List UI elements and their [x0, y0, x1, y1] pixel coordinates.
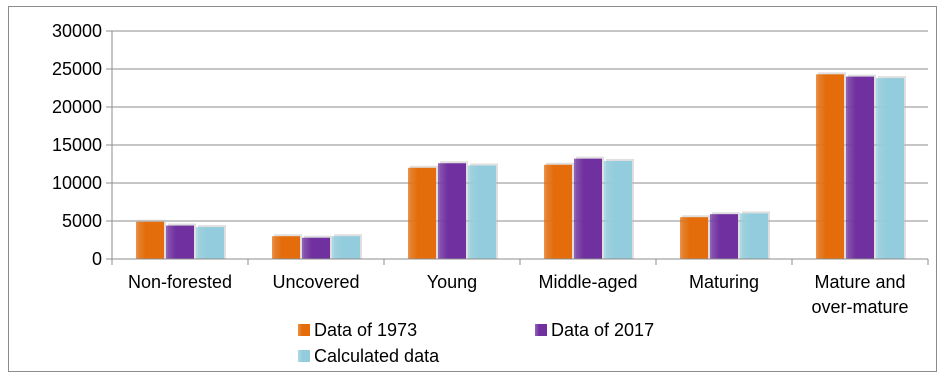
category-label: Mature and: [814, 272, 905, 292]
y-axis: 0 5000 10000 15000 20000 25000 30000: [52, 21, 113, 269]
legend: Data of 1973 Data of 2017 Calculated data: [298, 320, 654, 366]
legend-label: Data of 2017: [551, 320, 654, 340]
x-axis: Non-forested Uncovered Young Middle-aged Mat…: [111, 258, 929, 317]
y-tick-label: 10000: [52, 173, 102, 193]
y-tick-label: 5000: [62, 211, 102, 231]
bar: [816, 74, 844, 259]
y-tick-label: 20000: [52, 97, 102, 117]
bar: [408, 167, 436, 259]
category-label: Middle-aged: [538, 272, 637, 292]
bar: [876, 78, 904, 260]
bar: [136, 221, 164, 259]
legend-swatch: [298, 350, 310, 362]
category-label: Maturing: [689, 272, 759, 292]
y-tick-label: 25000: [52, 59, 102, 79]
bar: [740, 213, 768, 259]
y-tick-label: 30000: [52, 21, 102, 41]
category-label: Young: [427, 272, 477, 292]
bar: [438, 163, 466, 259]
bar: [680, 217, 708, 259]
bar: [302, 237, 330, 259]
category-label: Non-forested: [128, 272, 232, 292]
chart-frame: [8, 6, 937, 372]
legend-label: Data of 1973: [314, 320, 417, 340]
bar: [468, 165, 496, 259]
category-label: Uncovered: [272, 272, 359, 292]
bar: [846, 76, 874, 259]
bar: [604, 160, 632, 259]
bar: [166, 225, 194, 259]
legend-swatch: [298, 324, 310, 336]
bar: [544, 164, 572, 259]
category-label: over-mature: [811, 297, 908, 317]
bar: [574, 158, 602, 259]
bar: [272, 236, 300, 259]
bar: [710, 214, 738, 259]
bar: [196, 227, 224, 259]
bars: [136, 72, 906, 260]
legend-label: Calculated data: [314, 346, 440, 366]
gridlines: [112, 30, 928, 260]
bar: [332, 236, 360, 259]
y-tick-label: 0: [92, 249, 102, 269]
y-tick-label: 15000: [52, 135, 102, 155]
legend-swatch: [535, 324, 547, 336]
